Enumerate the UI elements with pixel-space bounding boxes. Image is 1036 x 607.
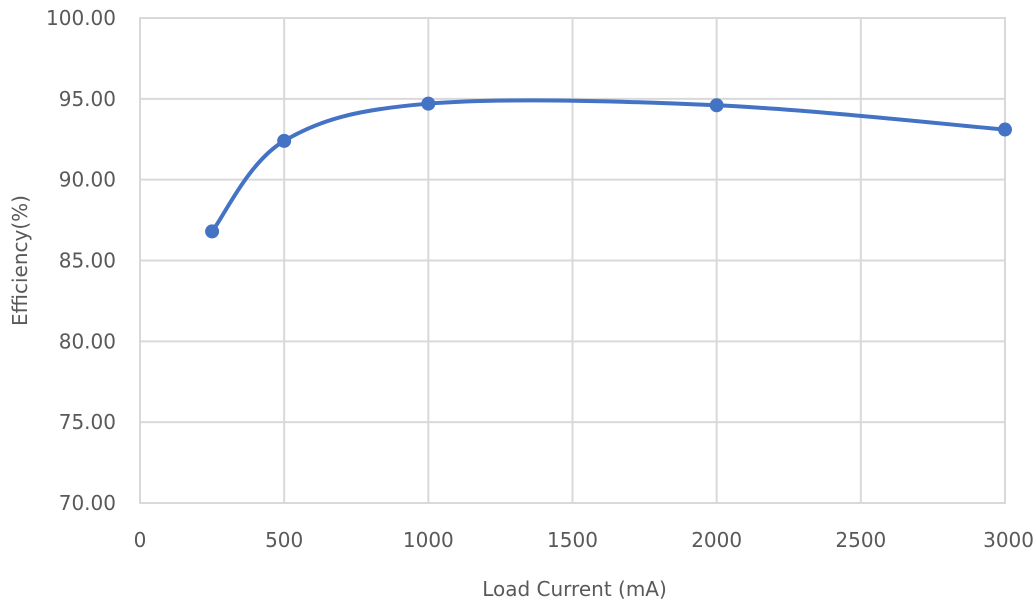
y-axis-title: Efficiency(%): [8, 195, 32, 326]
data-point-marker: [277, 133, 292, 148]
grid: [139, 17, 1006, 504]
x-tick-label: 500: [265, 528, 303, 552]
x-tick-label: 1500: [547, 528, 598, 552]
x-tick-label: 2000: [691, 528, 742, 552]
data-point-marker: [998, 122, 1012, 137]
y-tick-label: 80.00: [59, 329, 116, 353]
y-tick-label: 100.00: [46, 6, 116, 30]
x-tick-label: 2500: [835, 528, 886, 552]
x-tick-label: 1000: [403, 528, 454, 552]
data-point-marker: [421, 96, 436, 111]
series-line: [210, 98, 1007, 234]
y-tick-label: 75.00: [59, 410, 116, 434]
data-points: [205, 96, 1012, 239]
x-axis-ticks: 0 500 1000 1500 2000 2500 3000: [134, 528, 1034, 552]
plot-area: [139, 17, 1006, 504]
y-tick-label: 70.00: [59, 491, 116, 515]
y-tick-label: 85.00: [59, 249, 116, 273]
y-tick-label: 95.00: [59, 87, 116, 111]
y-axis-ticks: 70.00 75.00 80.00 85.00 90.00 95.00 100.00: [46, 6, 116, 515]
x-axis-title: Load Current (mA): [482, 577, 667, 601]
x-tick-label: 0: [134, 528, 147, 552]
y-tick-label: 90.00: [59, 168, 116, 192]
data-point-marker: [205, 224, 220, 239]
data-point-marker: [709, 98, 724, 113]
x-tick-label: 3000: [983, 528, 1034, 552]
